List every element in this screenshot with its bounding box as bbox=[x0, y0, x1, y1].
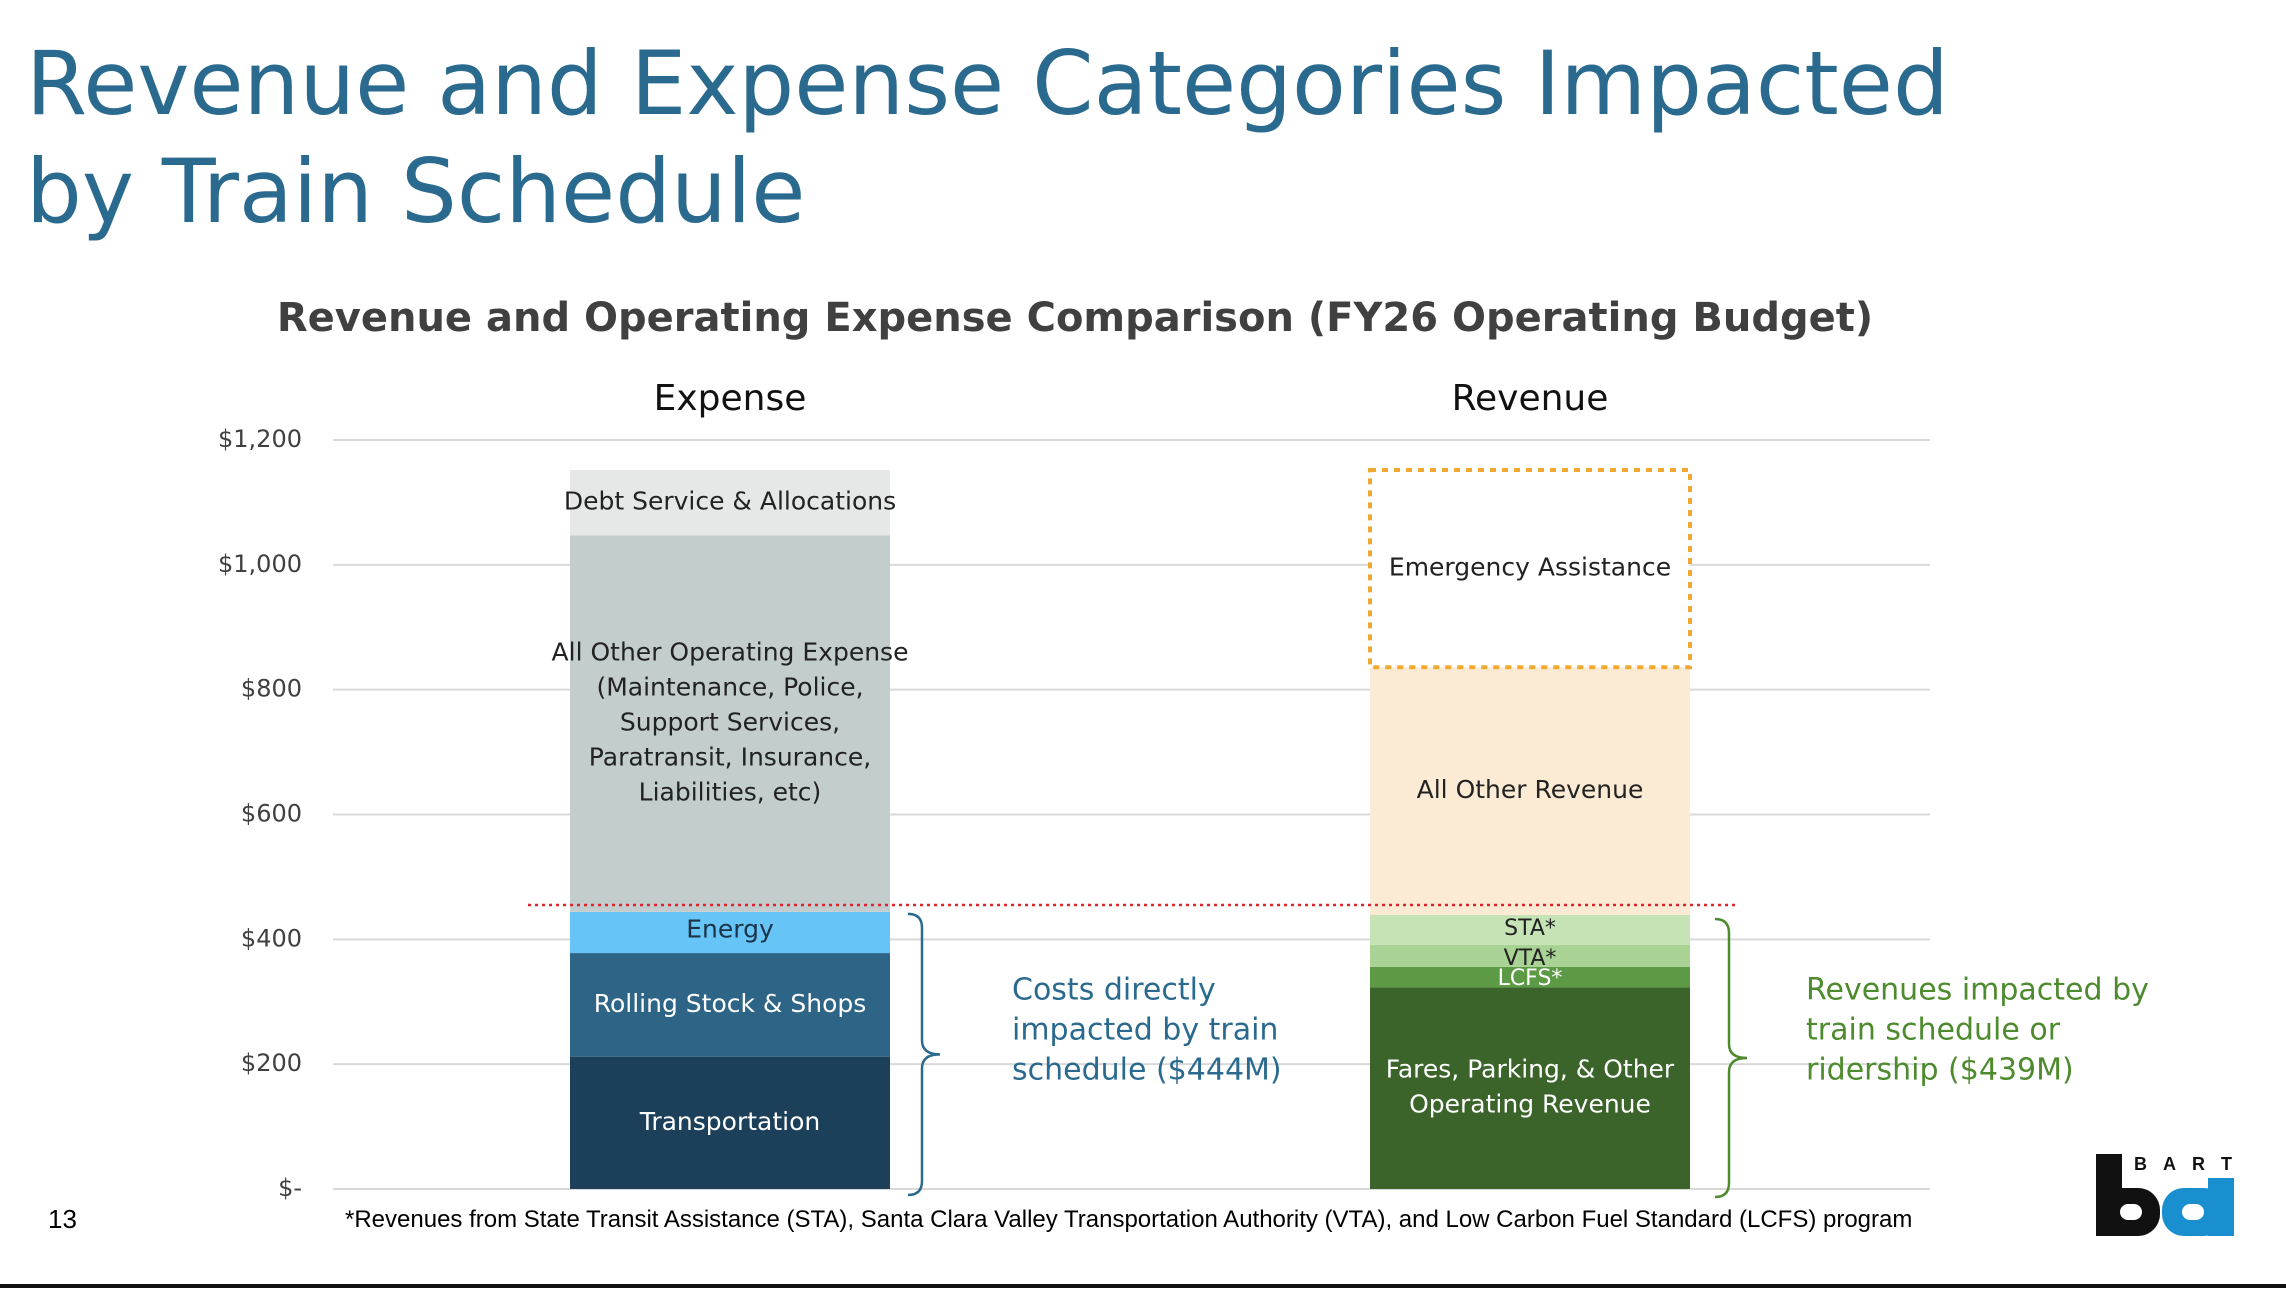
segment-label-fares: Fares, Parking, & Other bbox=[1386, 1055, 1675, 1084]
expense-annotation: impacted by train bbox=[1012, 1013, 1278, 1048]
segment-label-debt-service: Debt Service & Allocations bbox=[564, 487, 896, 516]
bar-segment-sta bbox=[1370, 914, 1690, 945]
y-tick-label: $200 bbox=[241, 1049, 302, 1077]
bar-segment-rolling-stock bbox=[570, 953, 890, 1057]
bart-logo-wordmark: BART bbox=[2134, 1154, 2240, 1174]
bar-segment-transportation bbox=[570, 1056, 890, 1189]
segment-label-fares: Operating Revenue bbox=[1409, 1090, 1651, 1119]
segment-label-all-other-expense: Liabilities, etc) bbox=[639, 778, 822, 807]
bar-segment-emergency bbox=[1368, 467, 1692, 670]
segment-label-all-other-expense: Support Services, bbox=[620, 708, 840, 737]
revenue-bracket bbox=[1714, 917, 1748, 1199]
category-label-expense: Expense bbox=[654, 378, 807, 419]
segment-label-all-other-expense: (Maintenance, Police, bbox=[596, 673, 863, 702]
page-title: Revenue and Expense Categories Impacted … bbox=[26, 32, 1949, 243]
bar-segment-all-other-expense bbox=[570, 535, 890, 912]
segment-label-transportation: Transportation bbox=[639, 1107, 821, 1136]
expense-bracket bbox=[907, 912, 941, 1197]
y-tick-label: $600 bbox=[241, 800, 302, 828]
page-number: 13 bbox=[48, 1204, 77, 1234]
expense-annotation: schedule ($444M) bbox=[1012, 1053, 1282, 1088]
y-tick-label: $800 bbox=[241, 675, 302, 703]
revenue-annotation: train schedule or bbox=[1806, 1013, 2061, 1048]
bart-logo-a-counter bbox=[2182, 1204, 2204, 1220]
segment-label-sta: STA* bbox=[1504, 916, 1556, 941]
segment-label-vta: VTA* bbox=[1504, 946, 1557, 971]
expense-annotation: Costs directly bbox=[1012, 973, 1216, 1008]
bart-logo-a-stem bbox=[2208, 1178, 2234, 1236]
bar-segment-debt-service bbox=[570, 469, 890, 536]
bar-segment-fares bbox=[1370, 987, 1690, 1189]
bar-segment-energy bbox=[570, 911, 890, 954]
segment-label-all-other-expense: Paratransit, Insurance, bbox=[589, 743, 871, 772]
chart-title: Revenue and Operating Expense Comparison… bbox=[277, 295, 1873, 341]
bar-segment-all-other-revenue bbox=[1370, 667, 1690, 915]
y-tick-label: $1,000 bbox=[218, 550, 302, 578]
y-tick-label: $- bbox=[278, 1174, 302, 1202]
segment-label-energy: Energy bbox=[686, 914, 774, 943]
segment-label-rolling-stock: Rolling Stock & Shops bbox=[594, 989, 867, 1018]
category-label-revenue: Revenue bbox=[1452, 378, 1609, 419]
bar-segment-lcfs bbox=[1370, 966, 1690, 988]
bart-logo-b-counter bbox=[2120, 1204, 2142, 1220]
bart-logo: BART bbox=[2096, 1154, 2240, 1236]
bottom-divider bbox=[0, 1284, 2286, 1288]
segment-label-emergency: Emergency Assistance bbox=[1389, 553, 1671, 582]
y-tick-label: $400 bbox=[241, 924, 302, 952]
segment-label-lcfs: LCFS* bbox=[1498, 966, 1563, 991]
segment-label-all-other-revenue: All Other Revenue bbox=[1417, 775, 1644, 804]
revenue-annotation: ridership ($439M) bbox=[1806, 1053, 2074, 1088]
y-tick-label: $1,200 bbox=[218, 425, 302, 453]
footnote: *Revenues from State Transit Assistance … bbox=[345, 1206, 1913, 1233]
bar-segment-vta bbox=[1370, 944, 1690, 967]
segment-label-all-other-expense: All Other Operating Expense bbox=[552, 638, 909, 667]
revenue-annotation: Revenues impacted by bbox=[1806, 973, 2149, 1008]
